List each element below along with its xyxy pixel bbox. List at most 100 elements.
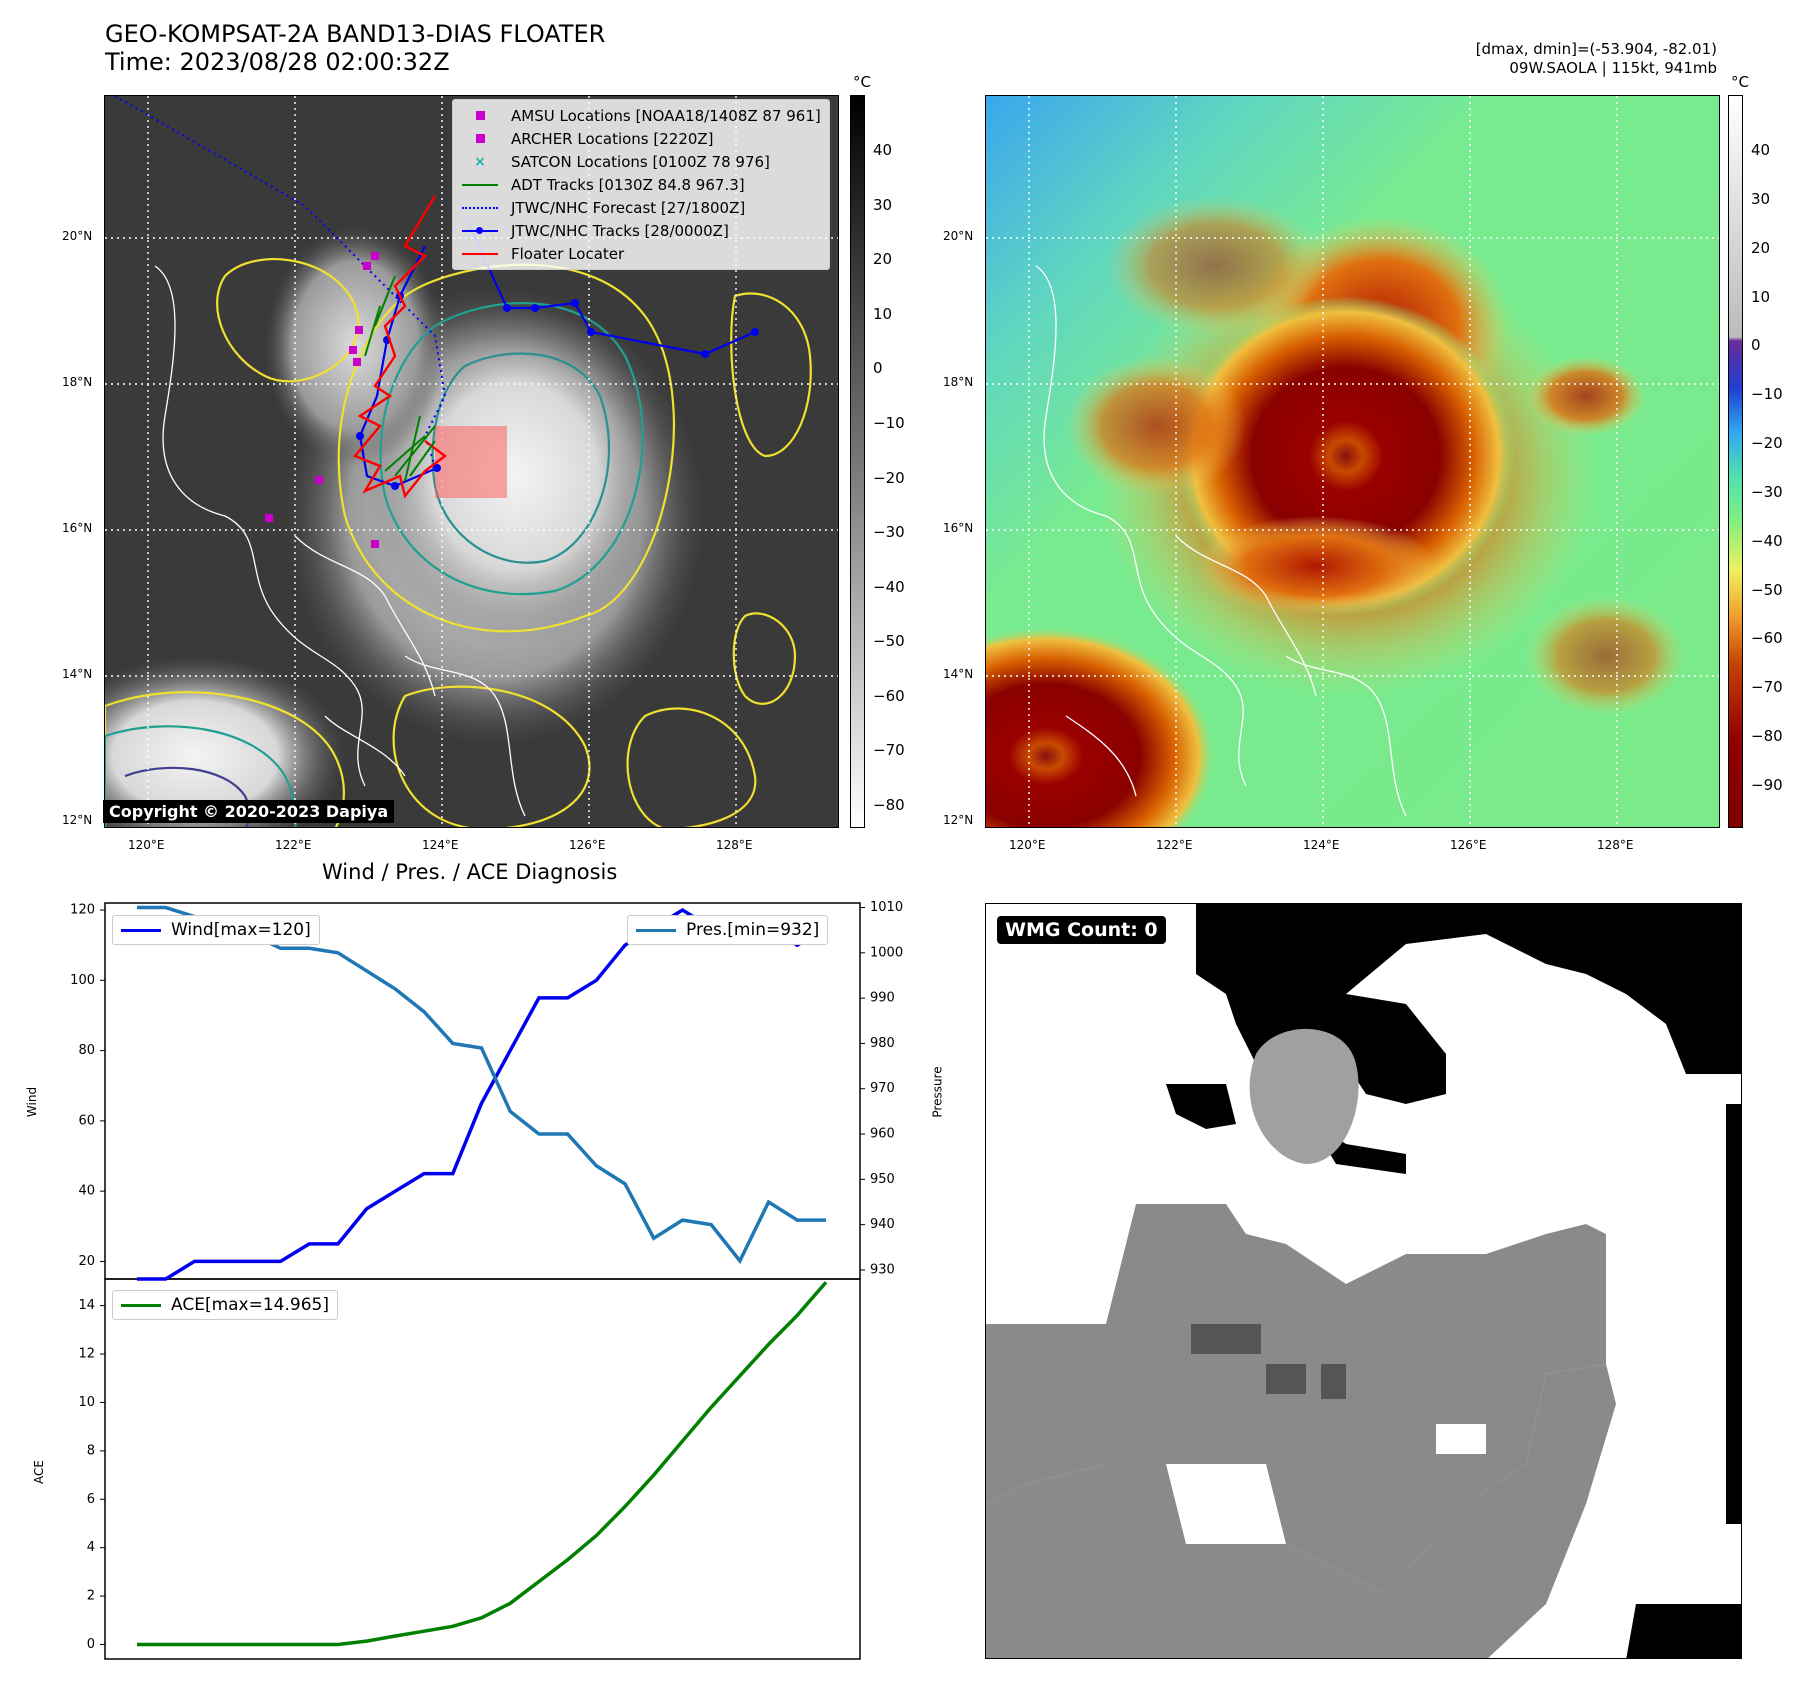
colorbar-tick: −10: [873, 413, 905, 432]
wind-ytick-label: 60: [78, 1113, 95, 1128]
lat-tick: 18°N: [62, 375, 93, 389]
legend-label: JTWC/NHC Forecast [27/1800Z]: [511, 198, 746, 217]
colorbar-tick: −40: [873, 577, 905, 596]
lat-tick: 12°N: [943, 813, 974, 827]
wmg-gray-region: [986, 1204, 1606, 1594]
storm-core-cloud: [365, 306, 665, 646]
lat-tick: 20°N: [943, 229, 974, 243]
colorbar-tick: −50: [873, 632, 905, 651]
colorbar-tick: −10: [1751, 385, 1783, 404]
ace-plot-frame: [104, 1278, 861, 1660]
wmg-white-gap: [1166, 1464, 1286, 1544]
legend-item-jtwc: JTWC/NHC Tracks [28/0000Z]: [461, 219, 821, 242]
wind-legend-label: Wind[max=120]: [171, 920, 311, 940]
ace-ytick-label: 2: [87, 1589, 95, 1604]
legend-item-forecast: JTWC/NHC Forecast [27/1800Z]: [461, 196, 821, 219]
colorbar-tick: −60: [1751, 629, 1783, 648]
nw-cloud: [1106, 196, 1326, 336]
ace-series-line: [137, 1281, 828, 1647]
legend-label: SATCON Locations [0100Z 78 976]: [511, 152, 770, 171]
colorbar-tick: −40: [1751, 531, 1783, 550]
ace-ytick-label: 14: [78, 1298, 95, 1313]
lat-tick: 16°N: [943, 521, 974, 535]
colorbar-tick: 40: [1751, 141, 1771, 159]
dotted-line-icon: [462, 206, 498, 209]
colorbar-left: [850, 95, 865, 828]
pressure-ytick-label: 950: [870, 1172, 895, 1187]
wind-ytick-label: 80: [78, 1043, 95, 1058]
ace-ytick-label: 6: [87, 1492, 95, 1507]
chart-title: GEO-KOMPSAT-2A BAND13-DIAS FLOATER Time:…: [105, 20, 605, 76]
amsu-markers: [265, 252, 379, 548]
lat-tick: 14°N: [62, 667, 93, 681]
legend-item-adt: ADT Tracks [0130Z 84.8 967.3]: [461, 173, 821, 196]
ace-legend: ACE[max=14.965]: [112, 1290, 338, 1320]
legend-item-amsu: AMSU Locations [NOAA18/1408Z 87 961]: [461, 104, 821, 127]
lat-tick: 12°N: [62, 813, 93, 827]
lon-tick: 126°E: [1450, 838, 1487, 852]
lon-tick: 126°E: [569, 838, 606, 852]
lon-tick: 120°E: [128, 838, 165, 852]
wind-ytick-label: 40: [78, 1184, 95, 1199]
colorbar-tick: −80: [1751, 727, 1783, 746]
colorbar-tick: −20: [873, 468, 905, 487]
ne-cloud: [1526, 356, 1646, 436]
x-marker-icon: ×: [474, 153, 486, 170]
ace-ytick-label: 10: [78, 1395, 95, 1410]
line-marker-icon: [462, 252, 498, 255]
ace-legend-label: ACE[max=14.965]: [171, 1295, 329, 1315]
map-legend: AMSU Locations [NOAA18/1408Z 87 961] ARC…: [452, 99, 830, 270]
ir-map-svg: [105, 96, 838, 827]
diagnosis-title: Wind / Pres. / ACE Diagnosis: [322, 860, 618, 884]
wind-ytick-label: 100: [70, 973, 95, 988]
sw-cloud-mass: [105, 656, 345, 827]
legend-item-satcon: × SATCON Locations [0100Z 78 976]: [461, 150, 821, 173]
colorbar-tick: −60: [873, 686, 905, 705]
storm-info: [dmax, dmin]=(-53.904, -82.01) 09W.SAOLA…: [1476, 40, 1717, 78]
legend-item-archer: ARCHER Locations [2220Z]: [461, 127, 821, 150]
coastlines: [154, 265, 526, 817]
pressure-ytick-label: 970: [870, 1081, 895, 1096]
pressure-series-line: [137, 905, 826, 1265]
colorbar-tick: 20: [873, 250, 893, 269]
colorbar-tick: 20: [1751, 238, 1771, 257]
wmg-svg: [986, 904, 1741, 1658]
colorbar-tick: −20: [1751, 434, 1783, 453]
pressure-ytick-label: 940: [870, 1217, 895, 1232]
colorbar-tick: −90: [1751, 776, 1783, 794]
colorbar-unit: °C: [1731, 73, 1749, 91]
square-marker-icon: [475, 111, 485, 120]
ace-ytick-label: 4: [87, 1540, 95, 1555]
copyright-label: Copyright © 2020-2023 Dapiya: [103, 800, 395, 823]
colorbar-right: [1728, 95, 1743, 828]
title-line-1: GEO-KOMPSAT-2A BAND13-DIAS FLOATER: [105, 20, 606, 48]
wmg-gray-patch: [986, 1344, 1076, 1404]
colorbar-tick: 10: [1751, 287, 1771, 306]
colorbar-tick: 40: [873, 141, 893, 159]
colorbar-tick: −30: [873, 523, 905, 542]
coastlines: [1035, 265, 1407, 817]
wind-ytick-label: 20: [78, 1254, 95, 1269]
lat-tick: 14°N: [943, 667, 974, 681]
lat-tick: 18°N: [943, 375, 974, 389]
line-marker-icon: [121, 928, 161, 932]
colorbar-tick: −80: [873, 796, 905, 814]
pressure-axis-label: Pressure: [930, 1066, 945, 1118]
legend-item-floater: Floater Locater: [461, 242, 821, 265]
colorbar-tick: 30: [1751, 189, 1771, 208]
pressure-legend-label: Pres.[min=932]: [686, 920, 820, 940]
ace-ytick-label: 0: [87, 1637, 95, 1652]
legend-label: AMSU Locations [NOAA18/1408Z 87 961]: [511, 106, 821, 125]
enhanced-ir-panel: [985, 95, 1720, 828]
colorbar-tick: −30: [1751, 482, 1783, 501]
pressure-ytick-label: 980: [870, 1036, 895, 1051]
lat-tick: 16°N: [62, 521, 93, 535]
west-band: [1066, 356, 1246, 496]
colorbar-tick: −70: [873, 741, 905, 760]
pressure-legend: Pres.[min=932]: [627, 915, 829, 945]
lon-tick: 120°E: [1009, 838, 1046, 852]
wmg-black-region: [1166, 904, 1741, 1658]
jtwc-forecast-track: [114, 96, 447, 467]
floater-locater-track: [353, 195, 447, 499]
